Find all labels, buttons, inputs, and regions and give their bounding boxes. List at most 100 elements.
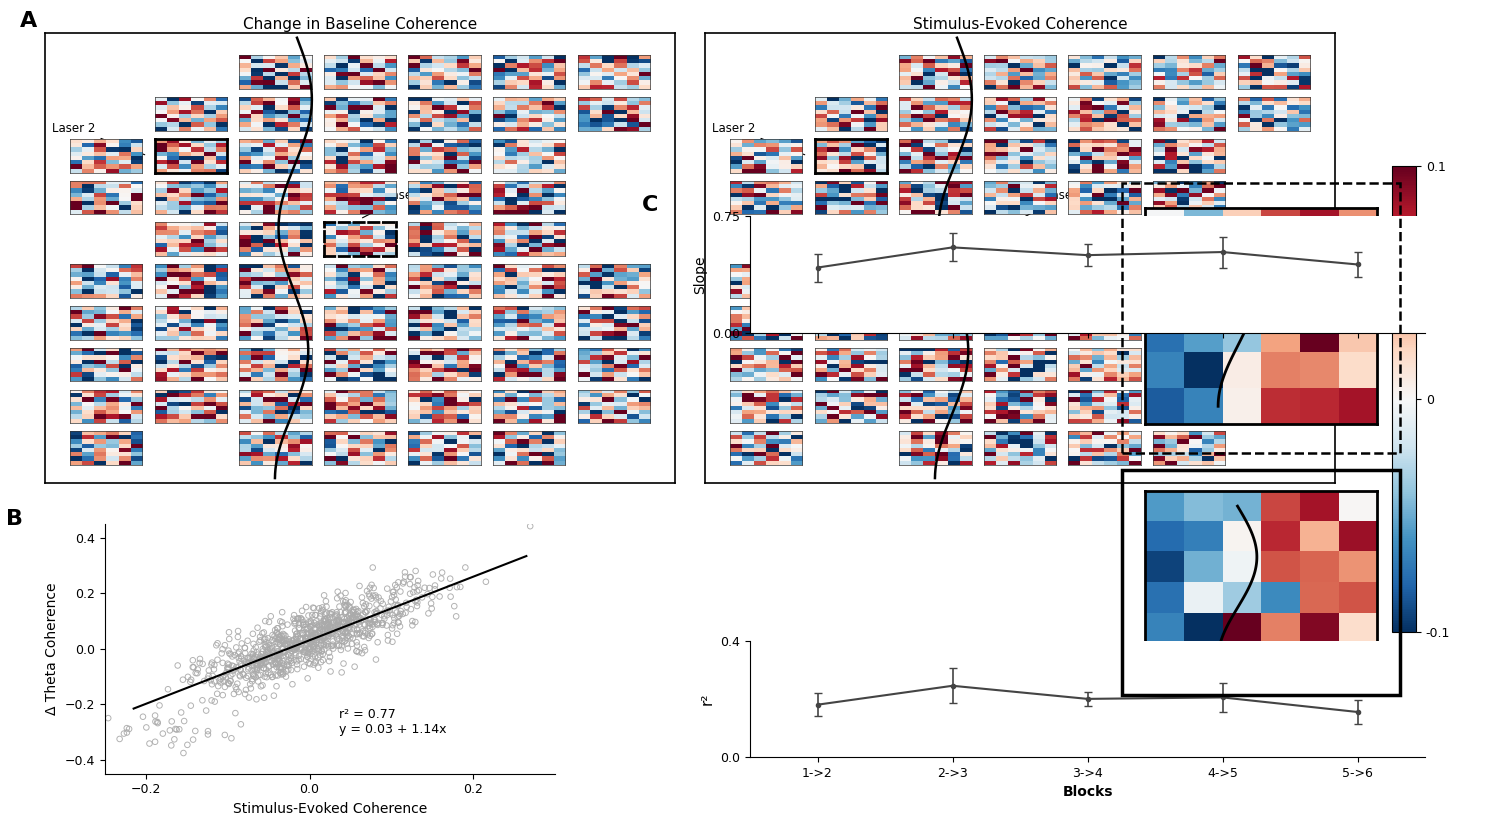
Point	[285, 655, 309, 668]
Point	[402, 581, 426, 594]
Point	[156, 682, 180, 696]
Point	[252, 661, 276, 675]
Point	[420, 590, 444, 603]
Point	[243, 670, 267, 683]
Point	[211, 688, 236, 701]
Point	[272, 636, 296, 649]
Point	[358, 617, 382, 631]
Point	[213, 668, 237, 681]
Point	[351, 613, 375, 626]
Point	[228, 670, 252, 683]
Point	[352, 600, 376, 613]
Y-axis label: Δ Theta Coherence: Δ Theta Coherence	[45, 582, 60, 716]
Point	[270, 635, 294, 648]
Point	[304, 636, 328, 650]
Point	[272, 666, 296, 679]
Point	[270, 661, 294, 675]
Point	[330, 666, 354, 679]
Point	[237, 657, 261, 671]
Point	[294, 653, 318, 666]
Point	[338, 601, 362, 614]
Point	[430, 566, 454, 579]
Point	[327, 613, 351, 626]
Point	[336, 629, 360, 642]
Point	[236, 669, 260, 682]
Point	[273, 646, 297, 659]
Point	[312, 631, 336, 645]
Point	[290, 637, 314, 651]
Point	[344, 612, 368, 626]
Point	[334, 594, 358, 607]
Point	[296, 637, 320, 651]
Point	[196, 728, 220, 741]
Point	[339, 608, 363, 622]
Point	[386, 627, 410, 641]
Point	[332, 657, 356, 671]
Point	[260, 668, 284, 681]
Point	[352, 617, 376, 631]
Point	[217, 646, 242, 660]
Point	[217, 658, 242, 671]
Point	[326, 622, 350, 636]
Point	[309, 636, 333, 650]
Point	[249, 651, 273, 664]
Point	[216, 662, 240, 676]
Point	[303, 636, 327, 649]
Point	[392, 575, 416, 588]
Point	[284, 631, 308, 644]
Point	[216, 657, 240, 671]
Point	[262, 649, 286, 662]
Point	[267, 631, 291, 644]
Point	[260, 654, 284, 667]
Point	[278, 635, 302, 648]
Point	[302, 617, 326, 630]
Point	[214, 666, 238, 679]
Point	[178, 673, 203, 686]
Point	[357, 631, 381, 645]
Point	[216, 644, 240, 657]
Point	[267, 628, 291, 641]
Point	[324, 614, 348, 627]
Point	[268, 663, 292, 676]
Point	[297, 643, 321, 656]
Point	[297, 641, 321, 654]
Point	[404, 564, 427, 577]
Point	[327, 600, 351, 613]
Point	[339, 615, 363, 628]
Point	[264, 636, 288, 649]
Point	[254, 663, 278, 676]
Point	[321, 642, 345, 656]
Point	[249, 656, 273, 670]
Point	[249, 680, 273, 693]
Point	[308, 649, 332, 662]
Point	[316, 646, 340, 659]
Point	[254, 614, 278, 627]
Text: Laser 1: Laser 1	[363, 189, 429, 218]
Point	[182, 661, 206, 674]
Point	[300, 638, 324, 651]
Point	[310, 644, 334, 657]
Point	[320, 620, 344, 633]
Point	[345, 645, 369, 658]
Point	[238, 651, 262, 664]
Point	[286, 612, 310, 625]
Point	[419, 597, 442, 610]
Point	[147, 699, 171, 712]
Point	[234, 656, 258, 669]
Point	[231, 667, 255, 681]
Point	[384, 598, 408, 612]
Point	[232, 641, 256, 655]
Point	[285, 626, 309, 640]
Point	[274, 634, 298, 647]
Point	[282, 633, 306, 646]
Point	[298, 626, 322, 639]
Point	[266, 622, 290, 635]
Point	[360, 620, 384, 633]
Point	[192, 675, 216, 688]
Point	[298, 647, 322, 661]
Point	[302, 602, 326, 615]
Point	[322, 609, 346, 622]
Point	[254, 641, 278, 654]
Point	[256, 616, 280, 629]
Point	[248, 630, 272, 643]
